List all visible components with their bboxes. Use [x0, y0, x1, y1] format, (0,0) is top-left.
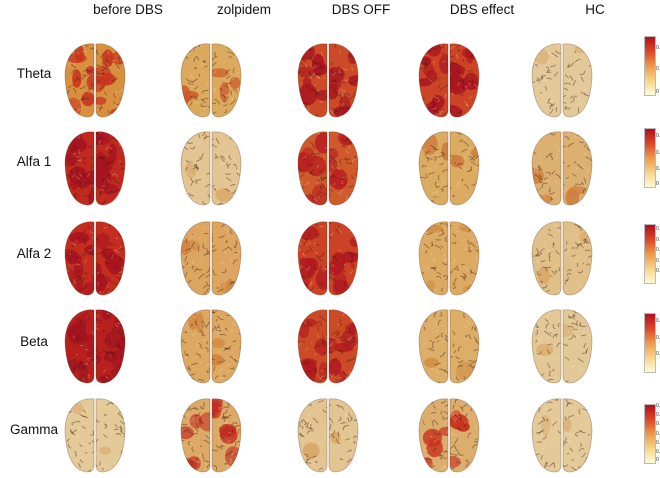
colorbar-tick-label: 0: [656, 181, 659, 188]
colorbar-tick-label: 0.15: [656, 318, 660, 325]
left-hemisphere: [181, 221, 210, 296]
brain-map-theta-zolpidem: [180, 43, 242, 118]
row-label-alfa1: Alfa 1: [16, 154, 52, 169]
colorbar-alfa1: [644, 128, 656, 188]
row-label-theta: Theta: [16, 66, 52, 81]
row-label-gamma: Gamma: [9, 422, 58, 437]
brain-map-gamma-dbs-effect: [418, 398, 480, 473]
brain-map-alfa1-hc: [531, 131, 593, 206]
colorbar-tick-label: 0: [656, 457, 659, 464]
brain-map-alfa2-dbs-effect: [418, 221, 480, 296]
colorbar-tick-label: 0.08: [656, 421, 660, 428]
colorbar-tick-label: 0.05: [656, 166, 660, 173]
brain-map-alfa2-dbs-off: [297, 221, 359, 296]
brain-map-beta-dbs-effect: [418, 309, 480, 384]
colorbar-tick-label: 0.1: [656, 335, 660, 342]
brain-map-gamma-zolpidem: [180, 398, 242, 473]
colorbar-tick-label: 0.02: [656, 449, 660, 456]
brain-map-beta-hc: [531, 309, 593, 384]
brain-map-alfa2-before-dbs: [64, 221, 126, 296]
brain-map-alfa2-zolpidem: [180, 221, 242, 296]
brain-map-theta-hc: [531, 43, 593, 118]
colorbar-tick-label: 0.1: [656, 412, 660, 419]
brain-map-theta-before-dbs: [64, 43, 126, 118]
colorbar-tick-label: 0.05: [656, 66, 660, 73]
brain-map-alfa2-hc: [531, 221, 593, 296]
column-header-before-dbs: before DBS: [93, 2, 163, 17]
colorbar-tick-label: 0.1: [656, 45, 660, 52]
colorbar-tick-label: 0.1: [656, 257, 660, 264]
brain-map-gamma-hc: [531, 398, 593, 473]
brain-map-alfa1-zolpidem: [180, 131, 242, 206]
right-hemisphere: [212, 43, 241, 118]
column-header-hc: HC: [585, 2, 605, 17]
brain-map-theta-dbs-off: [297, 43, 359, 118]
colorbar-alfa2: [644, 224, 656, 284]
brain-map-alfa1-dbs-effect: [418, 131, 480, 206]
brain-map-beta-before-dbs: [64, 309, 126, 384]
colorbar-tick-label: 0.05: [656, 268, 660, 275]
brain-map-alfa1-before-dbs: [64, 131, 126, 206]
colorbar-tick-label: 0.06: [656, 430, 660, 437]
colorbar-beta: [644, 313, 656, 373]
colorbar-tick-label: 0.12: [656, 403, 660, 410]
colorbar-tick-label: 0.25: [656, 226, 660, 233]
right-hemisphere: [96, 43, 125, 118]
colorbar-tick-label: 0.04: [656, 439, 660, 446]
right-hemisphere: [212, 398, 241, 473]
brain-map-beta-zolpidem: [180, 309, 242, 384]
row-label-alfa2: Alfa 2: [16, 246, 52, 261]
colorbar-tick-label: 0.2: [656, 236, 660, 243]
colorbar-gamma: [644, 404, 656, 464]
colorbar-tick-label: 0.15: [656, 133, 660, 140]
colorbar-tick-label: 0.05: [656, 351, 660, 358]
row-label-beta: Beta: [20, 334, 48, 349]
brain-map-alfa1-dbs-off: [297, 131, 359, 206]
column-header-dbs-off: DBS OFF: [331, 2, 391, 17]
colorbar-tick-label: 0.1: [656, 150, 660, 157]
column-header-dbs-effect: DBS effect: [449, 2, 515, 17]
colorbar-tick-label: 0.15: [656, 247, 660, 254]
brain-map-gamma-dbs-off: [297, 398, 359, 473]
right-hemisphere: [96, 131, 125, 206]
brain-map-beta-dbs-off: [297, 309, 359, 384]
brain-map-gamma-before-dbs: [64, 398, 126, 473]
brain-map-theta-dbs-effect: [418, 43, 480, 118]
colorbar-tick-label: 0: [656, 89, 659, 96]
column-header-zolpidem: zolpidem: [216, 2, 272, 17]
left-hemisphere: [65, 43, 94, 118]
colorbar-theta: [644, 36, 656, 96]
